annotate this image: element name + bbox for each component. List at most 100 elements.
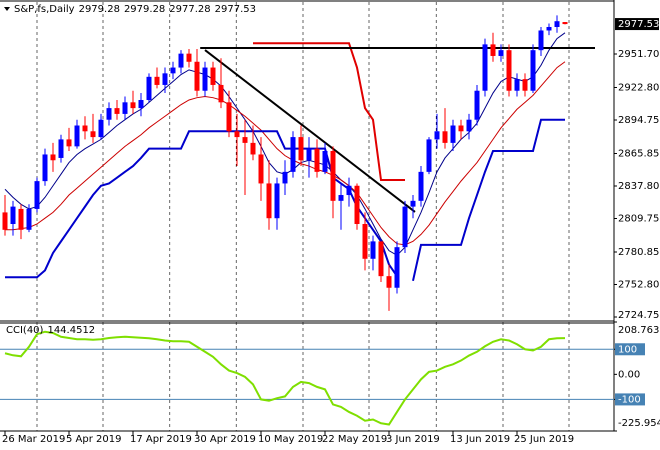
- x-tick-label: 5 Apr 2019: [66, 434, 121, 445]
- candle-body: [490, 44, 496, 56]
- candle-body: [178, 53, 184, 68]
- quote-value: 2979.28: [124, 4, 165, 15]
- candle-body: [242, 137, 248, 143]
- y-tick-label: 2894.75: [618, 115, 659, 126]
- candle-body: [274, 183, 280, 219]
- candle-body: [466, 119, 472, 132]
- quote-value: 2977.28: [169, 4, 210, 15]
- candle-body: [18, 208, 24, 230]
- quote-value: 2977.53: [215, 4, 256, 15]
- candle-body: [434, 131, 440, 140]
- candle-body: [250, 142, 256, 155]
- candle-body: [34, 181, 40, 209]
- candle-body: [290, 137, 296, 172]
- candle-body: [314, 148, 320, 172]
- price-marker: [615, 18, 659, 31]
- candle-body: [114, 108, 120, 114]
- candle-body: [514, 79, 520, 91]
- chart-title: S&P,fs,Daily: [14, 4, 75, 15]
- x-tick-label: 3 Jun 2019: [386, 434, 440, 445]
- x-tick-label: 25 Jun 2019: [514, 434, 574, 445]
- candle-body: [418, 171, 424, 201]
- candle-body: [482, 44, 488, 91]
- level-marker: [615, 343, 645, 356]
- candle-body: [170, 67, 176, 74]
- candle-body: [90, 131, 96, 138]
- candle-body: [146, 76, 152, 101]
- y-tick-label: 2922.80: [618, 82, 659, 93]
- candle-body: [402, 206, 408, 248]
- candle-body: [202, 67, 208, 91]
- candle-body: [282, 171, 288, 184]
- indicator-line: [4, 330, 566, 426]
- candle-body: [26, 208, 32, 230]
- candle-body: [538, 30, 544, 51]
- candle-body: [386, 276, 392, 288]
- candle-body: [378, 241, 384, 277]
- candle-body: [330, 150, 336, 201]
- x-tick-label: 17 Apr 2019: [130, 434, 192, 445]
- candle-body: [258, 154, 264, 184]
- candle-body: [354, 185, 360, 225]
- candle-body: [2, 212, 8, 230]
- candle-body: [450, 125, 456, 143]
- y-tick-label: -225.9549: [618, 418, 660, 429]
- candle-body: [394, 247, 400, 288]
- candle-body: [474, 90, 480, 120]
- candle-body: [362, 224, 368, 259]
- y-tick-label: 2780.85: [618, 247, 659, 258]
- candle-body: [226, 102, 232, 132]
- y-tick-label: -100: [618, 394, 641, 405]
- candle-body: [346, 185, 352, 196]
- candle-body: [546, 26, 552, 31]
- candle-body: [10, 206, 16, 225]
- candle-body: [410, 200, 416, 207]
- candle-body: [58, 139, 64, 158]
- candle-body: [186, 53, 192, 62]
- x-tick-label: 30 Apr 2019: [194, 434, 256, 445]
- candle-body: [426, 139, 432, 172]
- candle-body: [74, 125, 80, 147]
- indicator-value: 144.4512: [47, 325, 95, 336]
- candle-body: [194, 61, 200, 91]
- x-tick-label: 26 Mar 2019: [2, 434, 65, 445]
- y-tick-label: 2809.75: [618, 213, 659, 224]
- candle-body: [266, 183, 272, 219]
- candle-body: [322, 150, 328, 172]
- level-marker: [615, 393, 645, 406]
- quote-value: 2979.28: [79, 4, 120, 15]
- candle-body: [162, 73, 168, 85]
- candle-body: [82, 125, 88, 132]
- candle-body: [506, 50, 512, 91]
- candle-body: [554, 21, 560, 27]
- y-tick-label: 2865.85: [618, 148, 659, 159]
- candle-body: [522, 79, 528, 91]
- candle-body: [66, 139, 72, 147]
- indicator-line: [412, 118, 565, 281]
- y-tick-label: 2951.70: [618, 49, 659, 60]
- x-tick-label: 10 May 2019: [258, 434, 323, 445]
- candle-body: [210, 67, 216, 85]
- candle-body: [218, 84, 224, 103]
- candle-body: [442, 131, 448, 143]
- candle-body: [130, 102, 136, 109]
- candle-body: [370, 241, 376, 259]
- candle-body: [562, 22, 568, 25]
- menu-arrow: [4, 7, 10, 11]
- candle-body: [138, 100, 144, 109]
- candle-body: [50, 154, 56, 161]
- candle-body: [42, 154, 48, 182]
- candle-body: [498, 50, 504, 56]
- y-tick-label: 2724.75: [618, 310, 659, 321]
- candle-body: [338, 195, 344, 201]
- y-tick-label: 2837.80: [618, 181, 659, 192]
- trend-line: [204, 49, 416, 213]
- indicator-line: [253, 42, 405, 181]
- indicator-line: [5, 61, 566, 246]
- candle-body: [98, 119, 104, 138]
- candle-body: [122, 102, 128, 114]
- y-tick-label: 208.7637: [618, 325, 660, 336]
- candle-body: [298, 137, 304, 161]
